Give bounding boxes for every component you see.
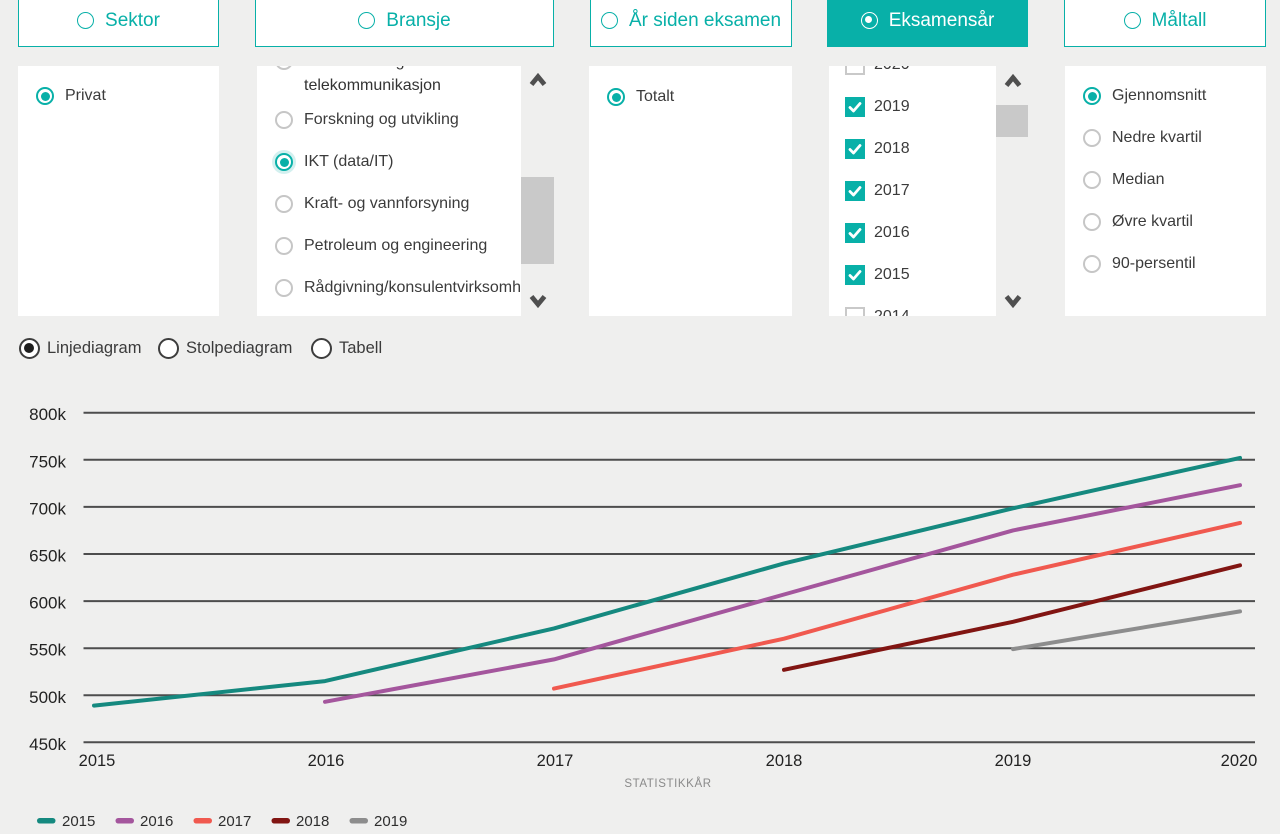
svg-text:2015: 2015 bbox=[79, 752, 116, 770]
svg-text:600k: 600k bbox=[29, 594, 66, 613]
svg-text:750k: 750k bbox=[29, 452, 66, 471]
svg-text:2016: 2016 bbox=[308, 752, 345, 770]
svg-text:800k: 800k bbox=[29, 405, 66, 424]
svg-text:2019: 2019 bbox=[995, 752, 1032, 770]
svg-text:650k: 650k bbox=[29, 547, 66, 566]
svg-text:2016: 2016 bbox=[140, 813, 173, 830]
svg-text:450k: 450k bbox=[29, 735, 66, 754]
svg-text:2017: 2017 bbox=[537, 752, 574, 770]
svg-text:2020: 2020 bbox=[1221, 752, 1258, 770]
svg-text:STATISTIKKÅR: STATISTIKKÅR bbox=[624, 777, 711, 790]
svg-text:2018: 2018 bbox=[766, 752, 803, 770]
svg-text:700k: 700k bbox=[29, 499, 66, 518]
svg-text:2019: 2019 bbox=[374, 813, 407, 830]
svg-text:500k: 500k bbox=[29, 688, 66, 707]
svg-text:2018: 2018 bbox=[296, 813, 329, 830]
svg-text:550k: 550k bbox=[29, 641, 66, 660]
svg-text:2015: 2015 bbox=[62, 813, 95, 830]
svg-text:2017: 2017 bbox=[218, 813, 251, 830]
